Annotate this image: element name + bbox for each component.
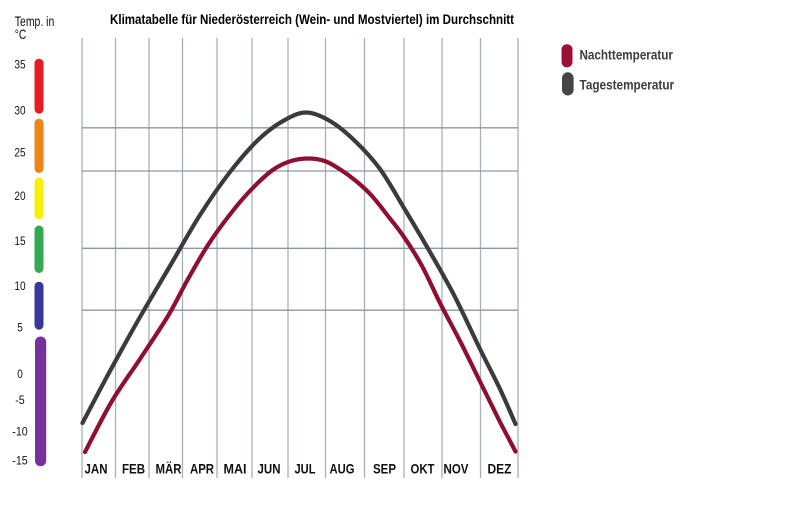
svg-text:°C: °C	[15, 26, 26, 42]
svg-text:30: 30	[14, 103, 25, 117]
svg-text:15: 15	[14, 234, 25, 248]
svg-text:10: 10	[14, 279, 25, 293]
svg-text:SEP: SEP	[373, 461, 396, 477]
svg-text:FEB: FEB	[122, 461, 145, 477]
svg-text:Tagestemperatur: Tagestemperatur	[580, 76, 675, 92]
svg-text:MAI: MAI	[224, 461, 247, 477]
svg-text:JUL: JUL	[295, 461, 316, 477]
svg-text:5: 5	[17, 320, 23, 334]
svg-text:DEZ: DEZ	[488, 461, 512, 477]
svg-text:AUG: AUG	[330, 461, 355, 477]
svg-text:Klimatabelle für Niederösterre: Klimatabelle für Niederösterreich (Wein-…	[110, 11, 514, 27]
svg-text:Nachttemperatur: Nachttemperatur	[580, 47, 674, 63]
svg-text:-10: -10	[12, 424, 28, 438]
svg-text:25: 25	[14, 145, 25, 159]
svg-text:JUN: JUN	[258, 461, 281, 477]
svg-text:0: 0	[17, 367, 23, 381]
svg-text:MÄR: MÄR	[156, 461, 182, 477]
svg-text:-15: -15	[12, 453, 28, 467]
svg-text:35: 35	[14, 57, 25, 71]
svg-text:-5: -5	[15, 393, 25, 407]
svg-text:Temp. in: Temp. in	[15, 13, 55, 29]
svg-text:20: 20	[14, 189, 25, 203]
svg-text:OKT: OKT	[411, 461, 435, 477]
svg-text:NOV: NOV	[444, 461, 470, 477]
svg-text:JAN: JAN	[85, 461, 108, 477]
svg-text:APR: APR	[190, 461, 214, 477]
